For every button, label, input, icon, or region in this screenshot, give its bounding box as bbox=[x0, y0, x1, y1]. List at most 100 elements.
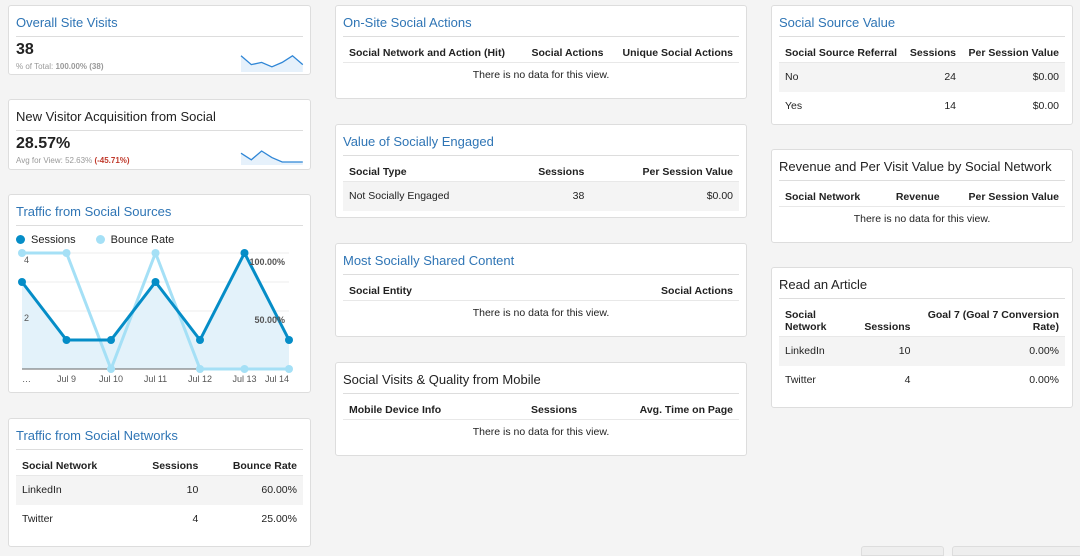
widget-title[interactable]: Value of Socially Engaged bbox=[343, 125, 739, 156]
table-cell[interactable]: LinkedIn bbox=[16, 475, 130, 505]
widget-title[interactable]: Traffic from Social Networks bbox=[16, 419, 303, 450]
metric-value: 38 bbox=[16, 41, 34, 58]
sessions-point[interactable] bbox=[151, 278, 160, 286]
bottom-tab[interactable] bbox=[861, 546, 944, 556]
sparkline-line bbox=[240, 150, 303, 163]
table-cell[interactable]: LinkedIn bbox=[779, 336, 859, 366]
column-header[interactable]: Sessions bbox=[506, 162, 591, 182]
widget-title[interactable]: On-Site Social Actions bbox=[343, 6, 739, 37]
table-row[interactable]: Yes 14 $0.00 bbox=[779, 92, 1065, 121]
metric-change: (-45.71%) bbox=[94, 156, 130, 165]
column-header[interactable]: Per Session Value bbox=[962, 43, 1065, 63]
table-cell[interactable]: Yes bbox=[785, 100, 803, 112]
column-header[interactable]: Sessions bbox=[497, 400, 584, 420]
bounce-rate-point[interactable] bbox=[18, 249, 26, 257]
data-table: Social Network Revenue Per Session Value Th… bbox=[779, 187, 1065, 231]
column-header[interactable]: Sessions bbox=[129, 456, 205, 476]
widget-title[interactable]: Social Source Value bbox=[779, 6, 1065, 37]
widget-title[interactable]: New Visitor Acquisition from Social bbox=[16, 100, 303, 131]
table-cell: 4 bbox=[192, 513, 199, 525]
column-header[interactable]: Social Network bbox=[779, 305, 859, 337]
sparkline bbox=[240, 54, 304, 72]
bounce-rate-point[interactable] bbox=[62, 249, 71, 257]
legend-bounce-rate[interactable]: Bounce Rate bbox=[95, 234, 174, 246]
sessions-point[interactable] bbox=[62, 336, 71, 344]
table-row[interactable]: Twitter 4 25.00% bbox=[16, 505, 303, 534]
table-row[interactable]: LinkedIn 10 0.00% bbox=[779, 336, 1065, 366]
x-tick-label: Jul 14 bbox=[265, 374, 289, 384]
column-header[interactable]: Mobile Device Info bbox=[343, 400, 498, 420]
table-cell[interactable]: Not Socially Engaged bbox=[343, 181, 507, 211]
column-header[interactable]: Per Session Value bbox=[945, 187, 1065, 207]
legend-label: Sessions bbox=[31, 234, 76, 246]
widget-overall-site-visits: Overall Site Visits 38 % of Total: 100.0… bbox=[8, 5, 311, 75]
bottom-tab[interactable] bbox=[952, 546, 1080, 556]
column-header[interactable]: Social Network bbox=[16, 456, 130, 476]
widget-title[interactable]: Revenue and Per Visit Value by Social Ne… bbox=[779, 150, 1065, 181]
bounce-rate-point[interactable] bbox=[196, 365, 204, 373]
y2-tick-label: 50.00% bbox=[254, 315, 285, 325]
table-header-row: Social Network Sessions Bounce Rate bbox=[16, 456, 303, 476]
table-cell: 0.00% bbox=[916, 336, 1065, 366]
x-tick-label: Jul 12 bbox=[188, 374, 212, 384]
bounce-rate-point[interactable] bbox=[151, 249, 160, 257]
data-table: Social Network Sessions Goal 7 (Goal 7 Con… bbox=[779, 305, 1065, 395]
widget-title[interactable]: Traffic from Social Sources bbox=[16, 195, 303, 226]
table-row[interactable]: Twitter 4 0.00% bbox=[779, 366, 1065, 395]
column-header[interactable]: Social Network bbox=[779, 187, 881, 207]
table-row[interactable]: Not Socially Engaged 38 $0.00 bbox=[343, 181, 739, 211]
column-header[interactable]: Sessions bbox=[858, 305, 917, 337]
sessions-point[interactable] bbox=[240, 249, 249, 257]
widget-title[interactable]: Social Visits & Quality from Mobile bbox=[343, 363, 739, 394]
table-cell[interactable]: Twitter bbox=[22, 513, 53, 525]
table-header-row: Social Entity Social Actions bbox=[343, 281, 739, 301]
table-row[interactable]: No 24 $0.00 bbox=[779, 62, 1065, 92]
legend-dot bbox=[16, 235, 25, 244]
data-table: Social Network Sessions Bounce Rate LinkedI… bbox=[16, 456, 303, 534]
column-header[interactable]: Sessions bbox=[903, 43, 963, 63]
widget-mobile-quality: Social Visits & Quality from Mobile Mobil… bbox=[335, 362, 747, 456]
column-header[interactable]: Goal 7 (Goal 7 Conversion Rate) bbox=[916, 305, 1065, 337]
widget-traffic-sources: Traffic from Social Sources Sessions Bou… bbox=[8, 194, 311, 393]
table-header-row: Social Network Revenue Per Session Value bbox=[779, 187, 1065, 207]
sparkline bbox=[240, 150, 303, 165]
column-header[interactable]: Per Session Value bbox=[590, 162, 739, 182]
column-header[interactable]: Social Actions bbox=[520, 43, 610, 63]
sparkline-line bbox=[240, 54, 304, 68]
column-header[interactable]: Social Actions bbox=[529, 281, 739, 301]
table-cell: $0.00 bbox=[1032, 100, 1059, 112]
metric-value: 28.57% bbox=[16, 135, 71, 152]
legend-sessions[interactable]: Sessions bbox=[16, 234, 76, 246]
metric-sub-label: % of Total: bbox=[16, 62, 54, 71]
no-data-message: There is no data for this view. bbox=[472, 69, 610, 81]
sessions-point[interactable] bbox=[107, 336, 115, 344]
no-data-message: There is no data for this view. bbox=[853, 213, 991, 225]
bounce-rate-point[interactable] bbox=[240, 365, 249, 373]
column-header[interactable]: Social Network and Action (Hit) bbox=[343, 43, 521, 63]
column-header[interactable]: Social Type bbox=[343, 162, 507, 182]
column-header[interactable]: Revenue bbox=[880, 187, 946, 207]
column-header[interactable]: Social Entity bbox=[343, 281, 530, 301]
table-cell[interactable]: Twitter bbox=[785, 374, 816, 386]
sessions-point[interactable] bbox=[285, 336, 293, 344]
column-header[interactable]: Avg. Time on Page bbox=[583, 400, 739, 420]
table-row[interactable]: LinkedIn 10 60.00% bbox=[16, 475, 303, 505]
table-header-row: Social Network and Action (Hit) Social Ac… bbox=[343, 43, 739, 63]
metric-sub-value: 100.00% (38) bbox=[55, 62, 104, 71]
y-tick-label: 2 bbox=[24, 313, 29, 323]
bounce-rate-point[interactable] bbox=[285, 365, 293, 373]
widget-title[interactable]: Overall Site Visits bbox=[16, 6, 303, 37]
no-data-message: There is no data for this view. bbox=[472, 426, 610, 438]
widget-title[interactable]: Read an Article bbox=[779, 268, 1065, 299]
table-cell: 10 bbox=[129, 475, 205, 505]
column-header[interactable]: Bounce Rate bbox=[204, 456, 303, 476]
sessions-point[interactable] bbox=[196, 336, 204, 344]
widget-title[interactable]: Most Socially Shared Content bbox=[343, 244, 739, 275]
table-cell[interactable]: No bbox=[779, 62, 904, 92]
column-header[interactable]: Social Source Referral bbox=[779, 43, 904, 63]
table-cell: 14 bbox=[944, 100, 957, 112]
sessions-point[interactable] bbox=[18, 278, 26, 286]
bounce-rate-point[interactable] bbox=[107, 365, 115, 373]
column-header[interactable]: Unique Social Actions bbox=[609, 43, 739, 63]
widget-onsite-social-actions: On-Site Social Actions Social Network and… bbox=[335, 5, 747, 99]
